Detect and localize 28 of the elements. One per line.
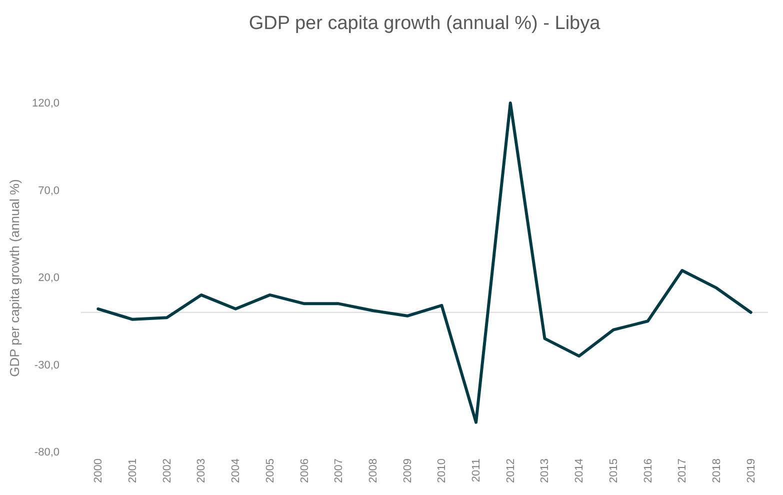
y-axis-title: GDP per capita growth (annual %) <box>6 179 22 377</box>
y-tick-label: 70,0 <box>38 184 60 197</box>
x-tick-label: 2004 <box>230 458 242 483</box>
x-tick-label: 2011 <box>470 458 483 482</box>
x-tick-label: 2003 <box>196 458 208 483</box>
x-tick-label: 2007 <box>333 458 346 483</box>
y-tick-label: -80,0 <box>34 446 60 458</box>
x-tick-label: 2019 <box>745 458 758 483</box>
x-tick-label: 2010 <box>436 458 448 483</box>
x-tick-label: 2017 <box>676 458 689 483</box>
y-tick-label: 20,0 <box>38 272 60 284</box>
x-tick-label: 2016 <box>642 458 654 483</box>
x-tick-label: 2005 <box>264 458 276 483</box>
x-tick-label: 2015 <box>608 458 620 483</box>
x-tick-label: 2001 <box>127 458 140 483</box>
x-tick-label: 2000 <box>92 458 105 483</box>
x-tick-label: 2018 <box>710 458 723 483</box>
x-tick-label: 2009 <box>402 458 414 483</box>
x-tick-label: 2013 <box>539 458 552 483</box>
x-tick-label: 2012 <box>504 458 517 483</box>
y-tick-label: 120,0 <box>32 98 60 110</box>
chart-title: GDP per capita growth (annual %) - Libya <box>248 13 601 34</box>
line-series <box>96 102 752 424</box>
x-tick-label: 2008 <box>367 458 380 483</box>
x-tick-label: 2014 <box>574 458 586 483</box>
x-tick-label: 2006 <box>298 458 311 483</box>
y-tick-label: -30,0 <box>34 359 60 372</box>
x-tick-label: 2002 <box>161 458 174 483</box>
